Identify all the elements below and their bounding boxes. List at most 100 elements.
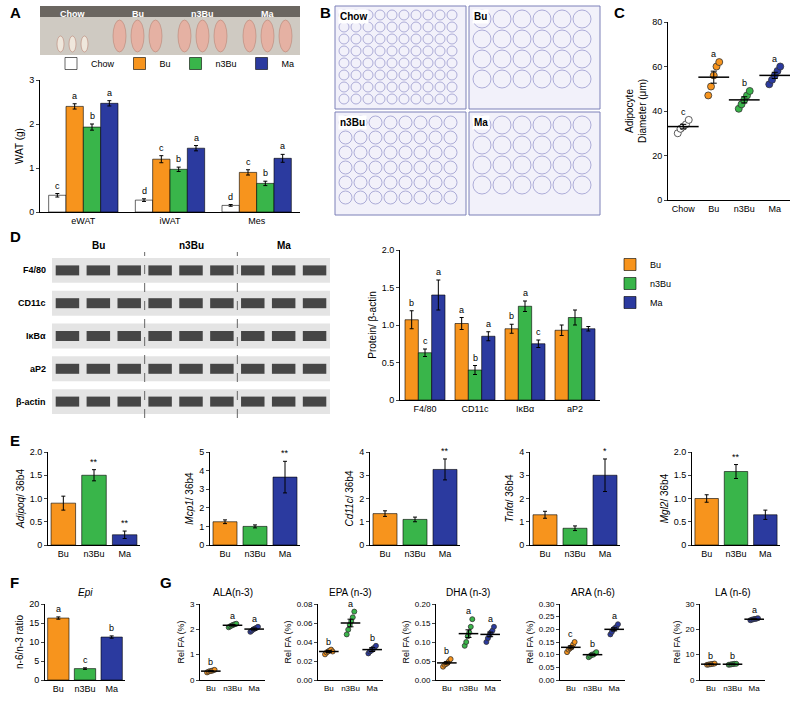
svg-text:Ma: Ma [599, 549, 612, 559]
svg-text:0.04: 0.04 [297, 638, 313, 647]
svg-text:a: a [711, 49, 716, 59]
svg-text:Adipoq/ 36b4: Adipoq/ 36b4 [15, 469, 26, 529]
svg-text:2: 2 [199, 503, 204, 513]
svg-text:0.20: 0.20 [539, 625, 555, 634]
svg-text:a: a [523, 288, 528, 298]
svg-text:G: G [160, 574, 172, 591]
svg-text:iWAT: iWAT [160, 216, 181, 226]
svg-text:1.5: 1.5 [674, 470, 687, 480]
svg-text:n3Bu: n3Bu [725, 549, 746, 559]
svg-text:n3Bu: n3Bu [244, 549, 265, 559]
svg-text:LA (n-6): LA (n-6) [715, 587, 751, 598]
svg-text:EPA (n-3): EPA (n-3) [329, 587, 372, 598]
svg-text:4: 4 [519, 447, 524, 457]
svg-text:aP2: aP2 [30, 364, 46, 374]
svg-text:c: c [55, 181, 60, 191]
svg-text:0: 0 [389, 395, 394, 405]
svg-text:0.05: 0.05 [539, 663, 555, 672]
svg-text:b: b [326, 637, 331, 647]
svg-text:b: b [263, 168, 268, 178]
svg-text:aP2: aP2 [567, 404, 583, 414]
svg-text:Bu: Bu [706, 684, 716, 693]
svg-text:1: 1 [29, 163, 34, 173]
svg-text:a: a [252, 614, 257, 624]
svg-text:a: a [488, 614, 493, 624]
svg-text:n3Bu: n3Bu [341, 684, 360, 693]
svg-text:ALA(n-3): ALA(n-3) [213, 587, 253, 598]
svg-text:1: 1 [199, 522, 204, 532]
svg-text:n3Bu: n3Bu [179, 240, 204, 251]
svg-text:b: b [409, 298, 414, 308]
svg-text:Ma: Ma [261, 9, 274, 19]
svg-text:Ma: Ma [105, 684, 118, 694]
svg-text:Chow: Chow [340, 11, 367, 22]
svg-text:b: b [109, 623, 114, 633]
svg-text:c: c [159, 143, 164, 153]
svg-text:Chow: Chow [60, 9, 85, 19]
svg-text:0: 0 [199, 540, 204, 550]
svg-text:b: b [208, 657, 213, 667]
svg-text:Rel FA (%): Rel FA (%) [672, 620, 682, 663]
svg-text:n3Bu: n3Bu [583, 684, 602, 693]
svg-text:Ma: Ma [277, 240, 291, 251]
svg-text:CD11c: CD11c [18, 298, 46, 308]
svg-text:n3Bu: n3Bu [74, 684, 95, 694]
svg-text:Ma: Ma [759, 549, 772, 559]
svg-text:Bu: Bu [539, 549, 550, 559]
svg-text:Mes: Mes [248, 216, 266, 226]
svg-text:c: c [536, 327, 541, 337]
svg-text:c: c [681, 107, 686, 117]
svg-text:0.30: 0.30 [539, 600, 555, 609]
svg-text:a: a [280, 141, 285, 151]
svg-text:3: 3 [199, 484, 204, 494]
svg-text:Ma: Ma [279, 549, 292, 559]
svg-text:D: D [10, 228, 21, 245]
svg-text:**: ** [121, 518, 129, 528]
svg-text:Bu: Bu [324, 684, 334, 693]
svg-text:Ma: Ma [118, 549, 131, 559]
svg-text:2: 2 [519, 494, 524, 504]
svg-text:c: c [246, 157, 251, 167]
svg-text:40: 40 [652, 106, 662, 116]
svg-text:Chow: Chow [91, 59, 115, 69]
svg-text:0: 0 [29, 207, 34, 217]
svg-text:0.25: 0.25 [539, 612, 555, 621]
svg-text:b: b [590, 639, 595, 649]
svg-text:Bu: Bu [53, 684, 64, 694]
svg-text:Epi: Epi [78, 587, 93, 598]
svg-text:3: 3 [519, 470, 524, 480]
svg-text:Protein/ β-actin: Protein/ β-actin [367, 291, 378, 358]
svg-text:d: d [142, 186, 147, 196]
svg-text:a: a [459, 305, 464, 315]
svg-text:b: b [176, 154, 181, 164]
svg-text:1.0: 1.0 [674, 494, 687, 504]
svg-text:0.06: 0.06 [297, 619, 313, 628]
svg-text:Bu: Bu [219, 549, 230, 559]
svg-text:a: a [194, 133, 199, 143]
svg-text:E: E [10, 432, 20, 449]
svg-text:Rel FA (%): Rel FA (%) [401, 620, 411, 663]
svg-text:a: a [436, 267, 441, 277]
svg-text:n3Bu: n3Bu [83, 549, 104, 559]
svg-text:Ma: Ma [439, 549, 452, 559]
svg-text:n3Bu: n3Bu [223, 684, 242, 693]
svg-text:Bu: Bu [442, 684, 452, 693]
svg-text:b: b [444, 646, 449, 656]
svg-text:2: 2 [359, 494, 364, 504]
svg-text:Ma: Ma [749, 684, 761, 693]
svg-text:a: a [752, 605, 757, 615]
svg-text:*: * [603, 446, 607, 456]
svg-text:b: b [742, 78, 747, 88]
svg-text:0: 0 [37, 540, 42, 550]
svg-text:n3Bu: n3Bu [191, 9, 214, 19]
svg-text:1: 1 [190, 650, 195, 659]
svg-text:2: 2 [29, 119, 34, 129]
svg-text:Ma: Ma [474, 117, 488, 128]
svg-text:10: 10 [685, 650, 694, 659]
svg-text:0.15: 0.15 [415, 619, 431, 628]
svg-text:a: a [56, 604, 61, 614]
svg-text:3: 3 [359, 470, 364, 480]
svg-text:Bu: Bu [708, 204, 719, 214]
svg-text:Bu: Bu [206, 684, 216, 693]
svg-text:0.10: 0.10 [539, 650, 555, 659]
